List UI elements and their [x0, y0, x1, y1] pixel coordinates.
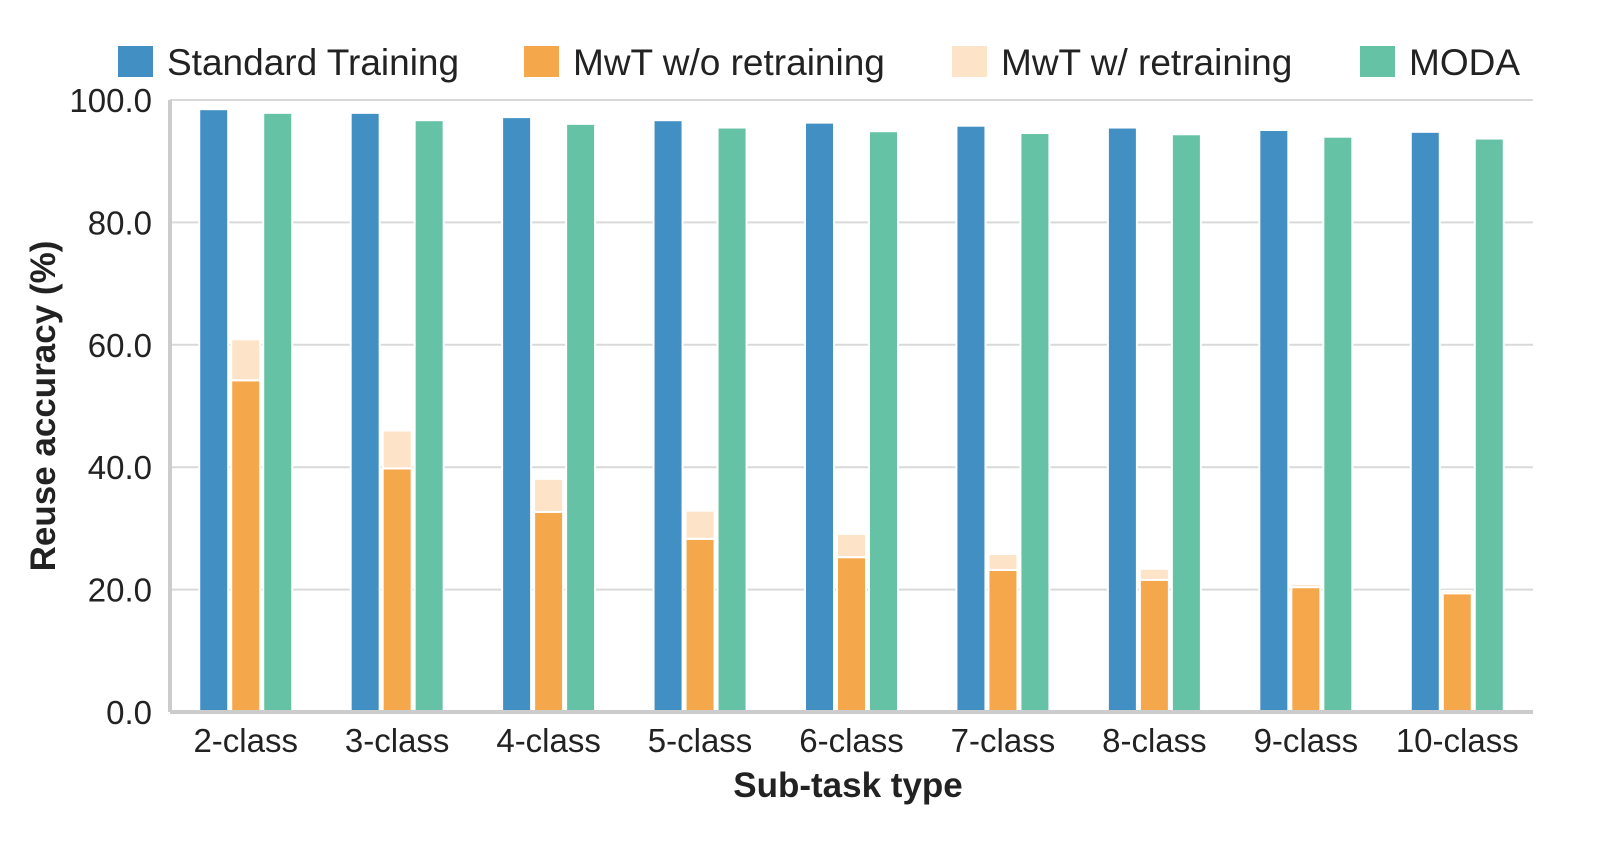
bar-mwt-w-o-retraining-6-class [836, 556, 867, 713]
legend-label: MwT w/o retraining [573, 42, 885, 83]
bar-moda-5-class [716, 126, 748, 714]
bar-mwt-w-o-retraining-4-class [533, 510, 565, 713]
bar-mwt-w-o-retraining-7-class [987, 569, 1019, 713]
x-tick-label: 5-class [648, 722, 753, 759]
y-tick-label: 20.0 [88, 572, 152, 609]
y-tick-label: 40.0 [88, 449, 152, 486]
axes [168, 100, 1533, 714]
bar-mwt-w-o-retraining-2-class [230, 379, 262, 713]
legend-label: MwT w/ retraining [1001, 42, 1292, 83]
bar-moda-8-class [1170, 133, 1202, 714]
x-tick-label: 7-class [951, 722, 1056, 759]
bar-mwt-w-retraining-10-class [1441, 589, 1473, 595]
x-tick-label: 10-class [1396, 722, 1519, 759]
x-tick-labels: 2-class 3-class 4-class 5-class 6-class 7-cla… [193, 722, 1518, 759]
bar-moda-3-class [413, 119, 445, 714]
bars [198, 108, 1505, 714]
x-tick-label: 4-class [496, 722, 601, 759]
legend-swatch [1360, 46, 1395, 77]
bar-mwt-w-retraining-7-class [987, 553, 1019, 572]
bar-standard-training-4-class [501, 116, 533, 714]
x-axis-title: Sub-task type [733, 766, 963, 805]
x-tick-label: 6-class [799, 722, 904, 759]
y-tick-label: 0.0 [106, 694, 152, 731]
bar-standard-training-8-class [1106, 126, 1138, 714]
bar-standard-training-10-class [1409, 130, 1441, 714]
bar-standard-training-5-class [652, 119, 684, 714]
y-axis-title: Reuse accuracy (%) [24, 241, 63, 572]
x-tick-label: 8-class [1102, 722, 1207, 759]
bar-moda-9-class [1322, 135, 1354, 714]
bar-mwt-w-retraining-2-class [230, 338, 262, 382]
y-tick-label: 100.0 [69, 82, 152, 119]
bar-moda-2-class [262, 111, 294, 714]
bar-standard-training-7-class [955, 124, 987, 714]
bar-mwt-w-retraining-6-class [836, 532, 867, 559]
bar-mwt-w-retraining-9-class [1290, 583, 1322, 589]
legend-swatch [118, 46, 153, 77]
y-tick-label: 80.0 [88, 204, 152, 241]
bar-moda-7-class [1019, 132, 1051, 714]
bar-moda-4-class [565, 122, 597, 714]
legend-label: MODA [1409, 42, 1520, 83]
bar-mwt-w-o-retraining-10-class [1441, 592, 1473, 713]
bar-mwt-w-o-retraining-5-class [684, 537, 716, 714]
bar-moda-10-class [1473, 137, 1505, 713]
bar-standard-training-6-class [804, 121, 835, 714]
bar-mwt-w-retraining-8-class [1138, 567, 1170, 581]
bar-mwt-w-o-retraining-9-class [1290, 586, 1322, 713]
x-tick-label: 9-class [1254, 722, 1359, 759]
bar-moda-6-class [868, 130, 899, 714]
legend-swatch [524, 46, 559, 77]
legend: Standard Training MwT w/o retraining MwT w… [118, 42, 1520, 83]
x-tick-label: 3-class [345, 722, 450, 759]
y-tick-labels: 0.0 20.0 40.0 60.0 80.0 100.0 [69, 82, 152, 731]
bar-mwt-w-retraining-5-class [684, 509, 716, 540]
bar-mwt-w-retraining-4-class [533, 477, 565, 513]
bar-standard-training-3-class [349, 111, 381, 714]
bar-mwt-w-o-retraining-3-class [381, 467, 413, 714]
legend-label: Standard Training [167, 42, 459, 83]
bar-mwt-w-o-retraining-8-class [1138, 578, 1170, 713]
bar-standard-training-9-class [1258, 128, 1290, 714]
x-tick-label: 2-class [193, 722, 298, 759]
legend-swatch [952, 46, 987, 77]
bar-standard-training-2-class [198, 108, 230, 714]
y-tick-label: 60.0 [88, 327, 152, 364]
bar-mwt-w-retraining-3-class [381, 429, 413, 470]
